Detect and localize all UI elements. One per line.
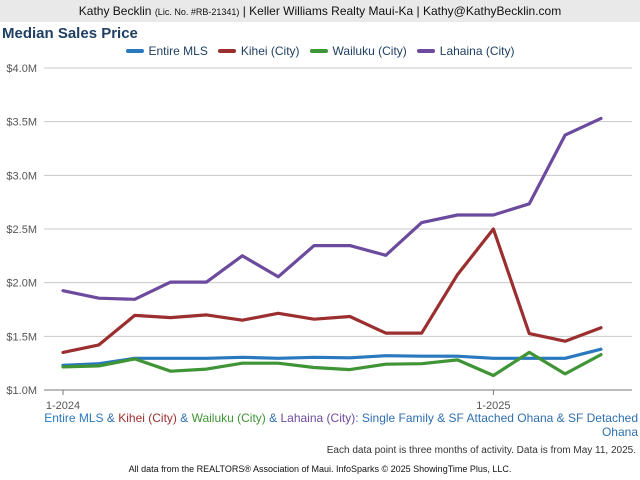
y-tick-label: $2.0M [6,278,37,290]
legend-label: Lahaina (City) [439,44,515,58]
caption-segment: Kihei (City) [118,411,177,425]
y-tick-label: $3.5M [6,117,37,129]
legend-item[interactable]: Entire MLS [125,44,208,58]
x-tick-label: 1-2024 [46,400,80,412]
data-note: Each data point is three months of activ… [326,445,636,456]
caption-segment: : Single Family & SF Attached Ohana & SF… [355,411,638,439]
legend-label: Entire MLS [148,44,208,58]
chart-legend: Entire MLS Kihei (City) Wailuku (City) Laha… [0,44,640,62]
legend-label: Kihei (City) [240,44,300,58]
chart-title: Median Sales Price [2,25,138,42]
agent-contact-bar: Kathy Becklin (Lic. No. #RB-21341) | Kel… [0,0,640,22]
legend-item[interactable]: Lahaina (City) [416,44,515,58]
caption-segment: & [103,411,119,425]
caption-segment: Lahaina (City) [280,411,356,425]
y-tick-label: $4.0M [6,63,37,75]
source-credit: All data from the REALTORS® Association … [128,464,512,474]
legend-swatch [416,48,435,53]
series-line-kihei-city[interactable] [61,227,603,354]
y-tick-label: $1.0M [6,385,37,397]
legend-swatch [309,48,328,53]
y-tick-label: $2.5M [6,224,37,236]
agent-name: Kathy Becklin [78,4,152,18]
series-line-wailuku-city[interactable] [61,350,603,378]
y-tick-label: $3.0M [6,170,37,182]
x-tick-label: 1-2025 [476,400,510,412]
agent-license: (Lic. No. #RB-21341) [154,7,240,17]
series-line-lahaina-city[interactable] [61,116,603,301]
caption-segment: & [176,411,192,425]
caption-segment: & [265,411,281,425]
y-tick-label: $1.5M [6,331,37,343]
series-line-entire-mls[interactable] [61,347,603,367]
legend-swatch [217,48,236,53]
legend-swatch [125,48,144,53]
legend-item[interactable]: Kihei (City) [217,44,300,58]
legend-label: Wailuku (City) [332,44,407,58]
chart-caption: Entire MLS & Kihei (City) & Wailuku (Cit… [10,411,638,439]
agent-details: | Keller Williams Realty Maui-Ka | Kathy… [242,4,562,18]
caption-segment: Wailuku (City) [191,411,266,425]
caption-segment: Entire MLS [44,411,104,425]
legend-item[interactable]: Wailuku (City) [309,44,407,58]
